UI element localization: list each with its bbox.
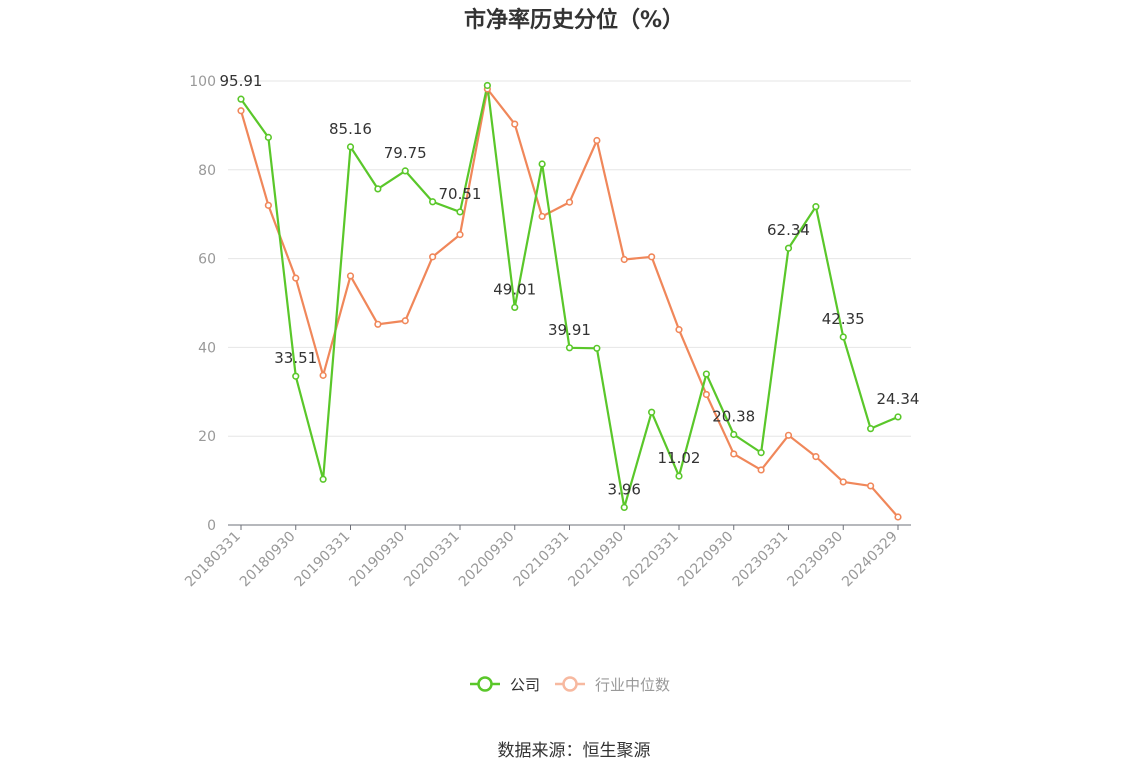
data-point: [867, 425, 875, 433]
y-tick-label: 60: [198, 252, 216, 268]
y-tick-label: 0: [207, 518, 216, 534]
data-point: [538, 212, 546, 221]
data-label: 49.01: [493, 280, 536, 298]
data-label: 24.34: [877, 390, 920, 408]
data-point: [565, 198, 574, 206]
data-label: 20.38: [712, 408, 755, 426]
data-point: [346, 272, 355, 280]
data-point: [401, 167, 409, 175]
data-point: [648, 253, 656, 261]
data-point: [867, 482, 875, 490]
x-tick-label: 20180930: [237, 529, 299, 591]
data-point: [620, 503, 628, 512]
data-point: [730, 430, 738, 439]
data-label: 70.51: [439, 185, 482, 203]
data-point: [648, 408, 656, 416]
data-label: 62.34: [767, 221, 810, 239]
data-point: [237, 107, 245, 115]
data-label: 33.51: [274, 349, 317, 367]
data-label: 85.16: [329, 120, 372, 138]
data-point: [319, 371, 327, 379]
data-point: [429, 198, 437, 206]
data-point: [784, 431, 793, 439]
data-point: [839, 478, 847, 486]
data-label: 79.75: [384, 144, 427, 162]
line-chart: 0 20 40 60 80 100 201803312018093020190331201…: [182, 72, 920, 694]
data-labels: 95.91 33.51 85.16 79.75 70.51 49.01 39.91 3.96 1…: [220, 72, 920, 498]
data-point: [730, 450, 738, 458]
data-point: [675, 472, 683, 480]
data-point: [264, 201, 272, 209]
data-point: [483, 81, 491, 90]
chart-title: 市净率历史分位（%）: [463, 8, 685, 33]
legend-item[interactable]: 行业中位数: [555, 676, 670, 694]
x-tick-label: 20190930: [346, 529, 408, 591]
data-point: [593, 136, 601, 145]
x-tick-label: 20230930: [784, 529, 846, 591]
data-point: [702, 370, 710, 378]
x-tick-label: 20230331: [730, 529, 792, 591]
legend-marker: [562, 676, 578, 692]
data-point: [374, 185, 382, 193]
x-tick-label: 20200331: [401, 529, 463, 591]
x-axis: 2018033120180930201903312019093020200331…: [182, 524, 911, 591]
data-point: [894, 513, 902, 521]
data-point: [319, 475, 327, 483]
data-point: [784, 244, 793, 252]
data-label: 3.96: [608, 480, 641, 498]
series-points: [237, 81, 902, 521]
data-point: [511, 120, 519, 128]
data-point: [894, 413, 902, 421]
data-point: [456, 231, 464, 239]
x-tick-label: 20180331: [182, 529, 244, 591]
data-point: [702, 390, 710, 399]
y-tick-label: 40: [198, 340, 216, 356]
legend-label: 公司: [510, 676, 540, 694]
data-point: [565, 344, 574, 352]
data-point: [675, 326, 683, 334]
x-tick-label: 20210930: [565, 529, 627, 591]
data-point: [538, 160, 546, 168]
data-point: [757, 449, 765, 457]
legend-marker: [477, 676, 493, 692]
data-point: [429, 253, 437, 261]
data-point: [292, 274, 300, 282]
y-tick-label: 20: [198, 429, 216, 445]
data-point: [374, 320, 382, 328]
data-point: [812, 203, 820, 211]
legend-item[interactable]: 公司: [470, 676, 540, 694]
data-point: [346, 143, 355, 151]
data-point: [401, 317, 409, 325]
x-tick-label: 20210331: [511, 529, 573, 591]
legend[interactable]: 公司 行业中位数: [470, 676, 670, 694]
data-point: [237, 95, 245, 103]
x-tick-label: 20190331: [292, 529, 354, 591]
y-tick-label: 100: [189, 74, 216, 90]
data-point: [620, 255, 628, 264]
data-point: [511, 303, 519, 311]
x-tick-label: 20220331: [620, 529, 682, 591]
data-point: [456, 208, 464, 216]
data-point: [839, 333, 847, 341]
x-tick-label: 20240329: [839, 529, 901, 591]
x-tick-label: 20220930: [675, 529, 737, 591]
data-label: 11.02: [658, 449, 701, 467]
data-label: 42.35: [822, 310, 865, 328]
y-axis: 0 20 40 60 80 100: [189, 74, 216, 534]
x-tick-label: 20200930: [456, 529, 518, 591]
data-label: 95.91: [220, 72, 263, 90]
y-tick-label: 80: [198, 163, 216, 179]
legend-label: 行业中位数: [595, 676, 670, 694]
data-point: [292, 372, 300, 380]
data-source: 数据来源：恒生聚源: [497, 741, 651, 761]
series-line: [239, 87, 899, 518]
data-point: [757, 466, 765, 474]
series-lines: [239, 84, 899, 518]
data-label: 39.91: [548, 321, 591, 339]
data-point: [264, 133, 272, 141]
data-point: [593, 344, 601, 352]
data-point: [812, 453, 820, 461]
